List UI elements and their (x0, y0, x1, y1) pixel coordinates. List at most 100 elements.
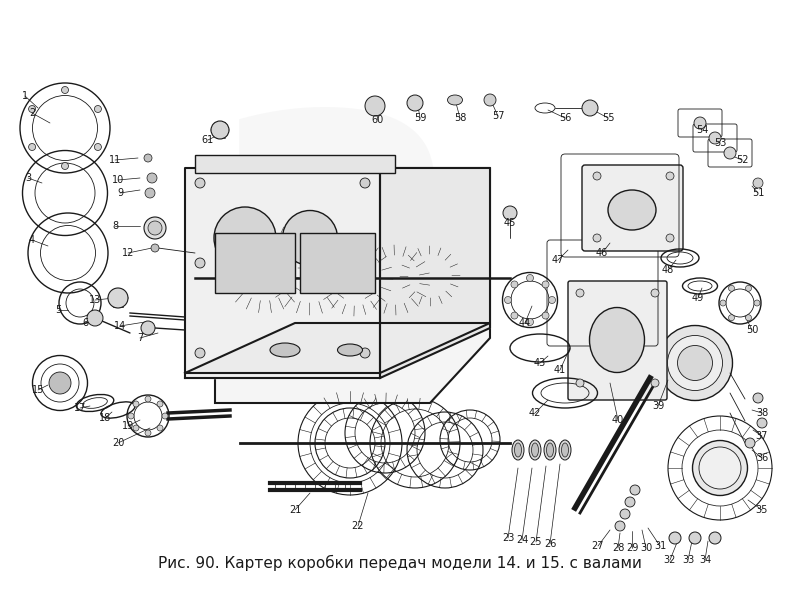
Circle shape (689, 532, 701, 544)
Circle shape (195, 178, 205, 188)
Text: 20: 20 (112, 438, 124, 448)
Text: 30: 30 (640, 543, 652, 553)
Text: 27: 27 (592, 541, 604, 551)
Circle shape (709, 532, 721, 544)
Text: 8: 8 (112, 221, 118, 231)
Circle shape (360, 258, 370, 268)
Ellipse shape (608, 190, 656, 230)
Circle shape (729, 285, 734, 291)
Text: 58: 58 (454, 113, 466, 123)
Circle shape (615, 521, 625, 531)
Bar (195, 155, 395, 173)
Text: 53: 53 (714, 138, 726, 148)
Ellipse shape (214, 207, 276, 269)
Circle shape (195, 258, 205, 268)
Text: 41: 41 (554, 365, 566, 375)
Text: 21: 21 (289, 505, 301, 515)
Circle shape (620, 509, 630, 519)
Ellipse shape (678, 346, 713, 380)
Text: 3: 3 (25, 173, 31, 183)
Text: 13: 13 (89, 295, 101, 305)
Circle shape (753, 393, 763, 403)
Ellipse shape (544, 440, 556, 460)
Text: 59: 59 (414, 113, 426, 123)
Text: 50: 50 (746, 325, 758, 335)
Text: 2: 2 (29, 108, 35, 118)
Circle shape (133, 425, 139, 431)
Circle shape (666, 172, 674, 180)
Ellipse shape (148, 221, 162, 235)
Circle shape (720, 300, 726, 306)
Circle shape (511, 312, 518, 319)
Circle shape (87, 310, 103, 326)
Text: 31: 31 (654, 541, 666, 551)
Circle shape (335, 158, 345, 168)
Circle shape (549, 297, 555, 304)
Ellipse shape (562, 443, 569, 457)
Text: 35: 35 (756, 505, 768, 515)
Text: 39: 39 (652, 401, 664, 411)
Circle shape (582, 100, 598, 116)
Circle shape (195, 348, 205, 358)
Circle shape (145, 396, 151, 402)
Circle shape (151, 244, 159, 252)
Text: 25: 25 (530, 537, 542, 547)
Text: 5: 5 (55, 305, 61, 315)
Text: 38: 38 (756, 408, 768, 418)
Circle shape (630, 485, 640, 495)
Text: 32: 32 (664, 555, 676, 565)
Text: 15: 15 (32, 385, 44, 395)
Text: 37: 37 (756, 431, 768, 441)
Circle shape (757, 418, 767, 428)
Text: 57: 57 (492, 111, 504, 121)
Text: 40: 40 (612, 415, 624, 425)
Ellipse shape (447, 95, 462, 105)
Circle shape (144, 154, 152, 162)
Ellipse shape (559, 440, 571, 460)
Circle shape (576, 289, 584, 297)
Text: 47: 47 (552, 255, 564, 265)
Circle shape (666, 234, 674, 242)
FancyBboxPatch shape (568, 281, 667, 400)
Ellipse shape (514, 443, 522, 457)
Circle shape (360, 348, 370, 358)
Text: 55: 55 (602, 113, 614, 123)
Circle shape (651, 379, 659, 387)
Circle shape (407, 95, 423, 111)
Circle shape (29, 105, 35, 112)
Circle shape (94, 105, 102, 112)
Circle shape (503, 206, 517, 220)
Ellipse shape (667, 335, 722, 390)
Circle shape (511, 281, 518, 288)
Text: 48: 48 (662, 265, 674, 275)
Circle shape (593, 234, 601, 242)
Text: 17: 17 (74, 403, 86, 413)
Circle shape (593, 172, 601, 180)
Circle shape (651, 289, 659, 297)
FancyBboxPatch shape (582, 165, 683, 251)
Circle shape (745, 438, 755, 448)
Circle shape (526, 319, 534, 325)
Circle shape (162, 413, 168, 419)
Polygon shape (185, 168, 380, 378)
Ellipse shape (590, 307, 645, 373)
Circle shape (754, 300, 760, 306)
Text: 54: 54 (696, 125, 708, 135)
Circle shape (505, 297, 511, 304)
Circle shape (145, 188, 155, 198)
Circle shape (526, 274, 534, 282)
Text: 52: 52 (736, 155, 748, 165)
Ellipse shape (699, 447, 741, 489)
Text: 61: 61 (202, 135, 214, 145)
Text: 1: 1 (22, 91, 28, 101)
Polygon shape (380, 168, 490, 378)
Text: 44: 44 (519, 318, 531, 328)
Text: 12: 12 (122, 248, 134, 258)
Bar (215, 233, 295, 293)
Text: 3: 3 (201, 99, 471, 475)
Circle shape (360, 178, 370, 188)
Text: 49: 49 (692, 293, 704, 303)
Text: 7: 7 (137, 333, 143, 343)
Ellipse shape (108, 288, 128, 308)
Ellipse shape (270, 343, 300, 357)
